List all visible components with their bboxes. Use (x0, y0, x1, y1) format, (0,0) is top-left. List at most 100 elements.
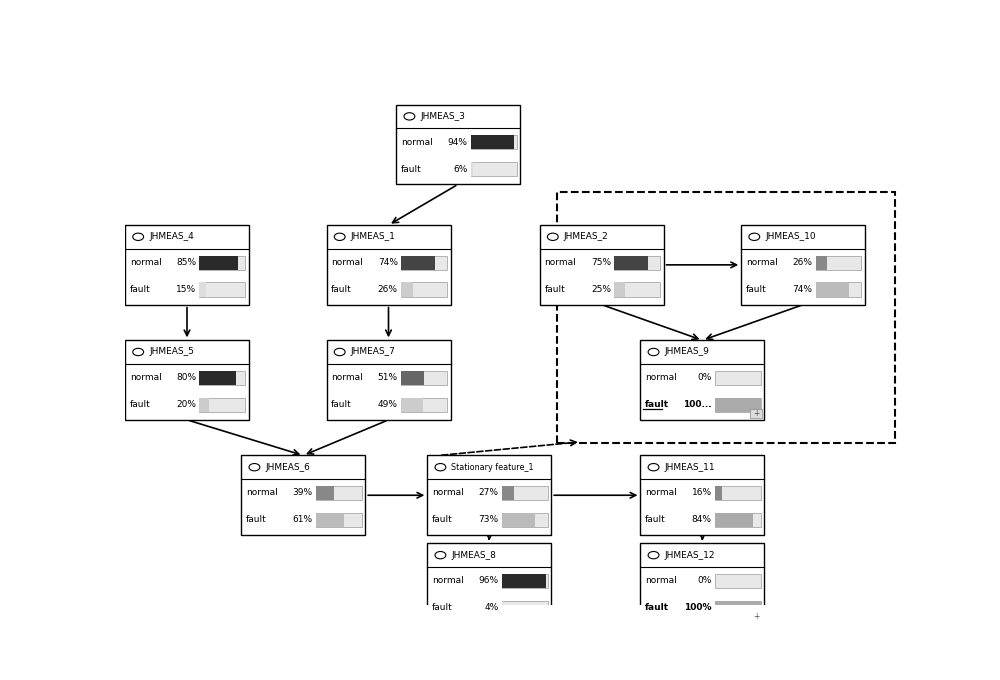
Bar (715, 371, 761, 385)
Text: 75%: 75% (591, 258, 611, 267)
Bar (316, 486, 334, 500)
Bar (502, 513, 535, 527)
Text: JHMEAS_4: JHMEAS_4 (149, 233, 194, 241)
Text: fault: fault (331, 401, 352, 409)
Bar (540, 225, 664, 305)
Bar (715, 486, 722, 500)
Text: 26%: 26% (792, 258, 812, 267)
Text: JHMEAS_1: JHMEAS_1 (351, 233, 395, 241)
Text: fault: fault (432, 603, 453, 613)
Bar (125, 340, 249, 420)
Bar (125, 225, 249, 305)
Bar (715, 601, 761, 615)
Bar (316, 513, 362, 527)
Bar (502, 513, 548, 527)
Bar (471, 135, 517, 149)
Text: normal: normal (645, 577, 677, 585)
Text: normal: normal (645, 488, 677, 498)
Bar (557, 192, 895, 443)
Text: normal: normal (544, 258, 576, 267)
Bar (396, 105, 520, 184)
Bar (614, 282, 625, 296)
Text: 15%: 15% (176, 285, 196, 294)
Text: normal: normal (130, 373, 161, 382)
Text: 96%: 96% (478, 577, 499, 585)
Text: normal: normal (331, 258, 363, 267)
Text: 61%: 61% (292, 515, 313, 524)
Bar (199, 398, 245, 411)
Bar (401, 398, 447, 411)
Text: normal: normal (432, 577, 464, 585)
Bar (326, 225, 450, 305)
Bar (502, 486, 514, 500)
Bar (816, 256, 827, 269)
Bar (471, 162, 473, 176)
Bar (502, 601, 503, 615)
Text: fault: fault (331, 285, 352, 294)
Bar (316, 486, 362, 500)
Text: JHMEAS_11: JHMEAS_11 (664, 462, 715, 472)
Text: 0%: 0% (697, 577, 712, 585)
Bar (715, 398, 761, 411)
Text: JHMEAS_3: JHMEAS_3 (420, 112, 465, 121)
Bar (427, 543, 551, 623)
Text: Stationary feature_1: Stationary feature_1 (451, 462, 534, 472)
Bar (640, 543, 764, 623)
Text: fault: fault (645, 401, 669, 409)
Text: fault: fault (130, 401, 150, 409)
Bar (715, 513, 753, 527)
Text: fault: fault (645, 515, 666, 524)
Text: 73%: 73% (478, 515, 499, 524)
Text: 4%: 4% (484, 603, 499, 613)
Bar (401, 398, 423, 411)
Text: 16%: 16% (692, 488, 712, 498)
Bar (427, 456, 551, 535)
Text: JHMEAS_10: JHMEAS_10 (765, 233, 816, 241)
Text: 94%: 94% (448, 137, 468, 147)
Text: 25%: 25% (591, 285, 611, 294)
Bar (401, 282, 413, 296)
Text: fault: fault (544, 285, 565, 294)
Text: normal: normal (246, 488, 278, 498)
Bar (199, 398, 209, 411)
Bar (199, 256, 245, 269)
Text: normal: normal (746, 258, 778, 267)
Bar (715, 398, 761, 411)
Text: fault: fault (130, 285, 150, 294)
Bar (199, 282, 245, 296)
Bar (741, 225, 865, 305)
Bar (471, 162, 517, 176)
Bar (614, 256, 648, 269)
Bar (401, 282, 447, 296)
Bar (199, 282, 206, 296)
Bar (502, 574, 548, 588)
Text: JHMEAS_6: JHMEAS_6 (265, 462, 310, 472)
Text: normal: normal (331, 373, 363, 382)
Text: 100%: 100% (684, 603, 712, 613)
Bar (715, 601, 761, 615)
Text: 0%: 0% (697, 373, 712, 382)
Bar (502, 574, 546, 588)
Bar (640, 456, 764, 535)
Bar (502, 486, 548, 500)
Text: 27%: 27% (479, 488, 499, 498)
Text: fault: fault (432, 515, 453, 524)
Text: normal: normal (130, 258, 161, 267)
Text: +: + (753, 409, 759, 418)
Bar (750, 409, 762, 418)
Text: fault: fault (645, 603, 669, 613)
Bar (502, 601, 548, 615)
Bar (750, 612, 762, 622)
Text: JHMEAS_2: JHMEAS_2 (564, 233, 608, 241)
Bar (816, 282, 861, 296)
Text: JHMEAS_8: JHMEAS_8 (451, 551, 496, 560)
Text: JHMEAS_7: JHMEAS_7 (351, 347, 395, 356)
Bar (326, 340, 450, 420)
Bar (241, 456, 365, 535)
Text: 74%: 74% (378, 258, 398, 267)
Text: fault: fault (746, 285, 767, 294)
Bar (401, 256, 435, 269)
Text: 26%: 26% (378, 285, 398, 294)
Bar (816, 256, 861, 269)
Bar (401, 371, 424, 385)
